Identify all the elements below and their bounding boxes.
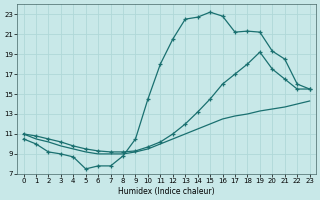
X-axis label: Humidex (Indice chaleur): Humidex (Indice chaleur) — [118, 187, 215, 196]
